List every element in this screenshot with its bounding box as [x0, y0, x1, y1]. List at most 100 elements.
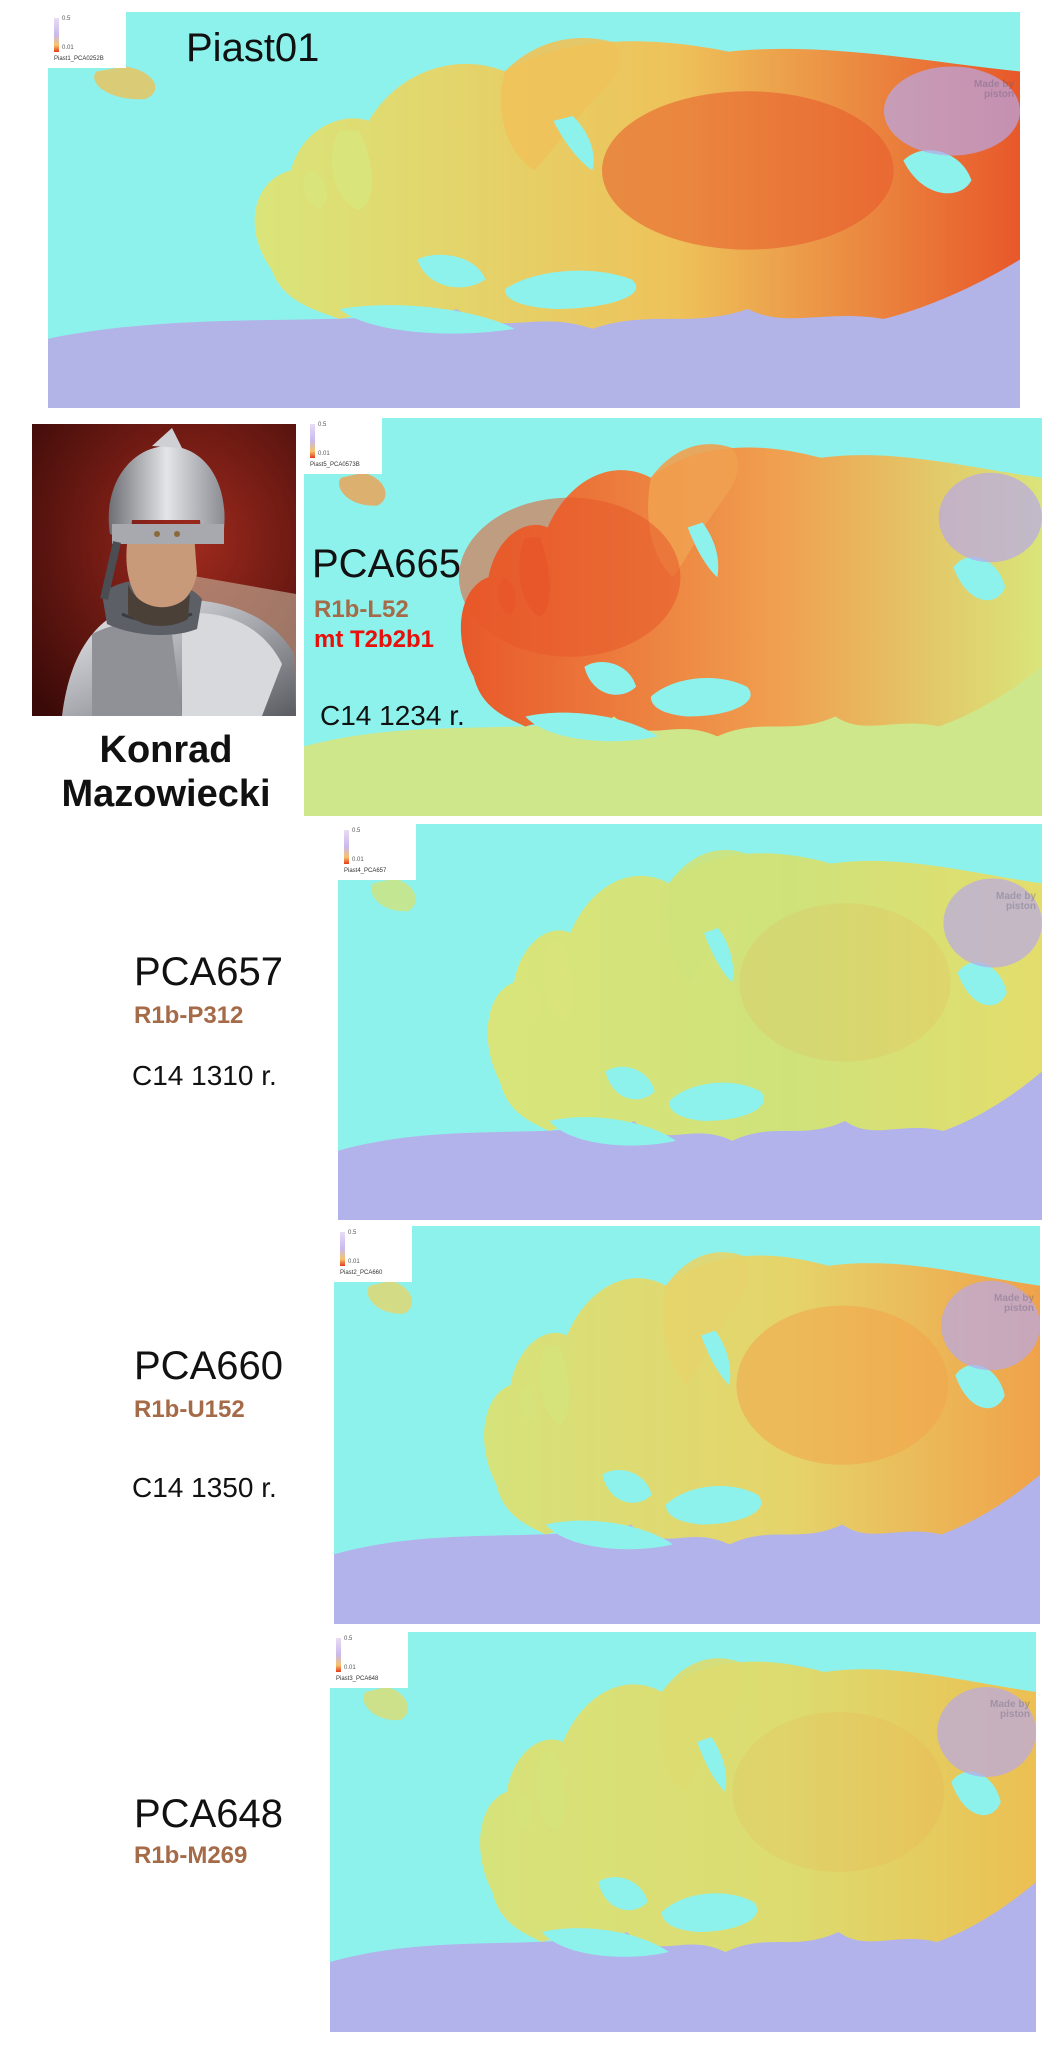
sea-caspian-area — [955, 1364, 1005, 1409]
legend-colorbar — [340, 1232, 345, 1266]
sea-baltic — [553, 115, 594, 171]
sea-caspian-area — [903, 150, 972, 194]
legend-max: 0.5 — [344, 1636, 353, 1642]
legend-max: 0.5 — [352, 828, 361, 834]
legend-min: 0.01 — [62, 45, 74, 51]
heat-hotspot — [732, 1712, 945, 1872]
label-pca660-c14: C14 1350 r. — [132, 1472, 277, 1503]
map-legend: 0.5 0.01 Piast4_PCA657 — [338, 824, 416, 880]
heat-cold-patch — [937, 1687, 1036, 1777]
region-scandinavia — [663, 1252, 750, 1386]
heat-cold-patch — [941, 1280, 1040, 1371]
legend-colorbar — [54, 18, 59, 52]
sea-black-sea — [668, 1082, 765, 1121]
map-surface — [48, 12, 1020, 408]
map-watermark: Made by piston — [990, 1699, 1031, 1720]
sea-baltic — [697, 1737, 727, 1792]
legend-min: 0.01 — [352, 857, 364, 863]
sea-adriatic — [417, 254, 486, 288]
legend-caption: Piast4_PCA657 — [344, 868, 387, 874]
map-surface — [338, 824, 1042, 1220]
label-pca660-y: R1b-U152 — [134, 1396, 245, 1423]
sea-adriatic — [598, 1877, 648, 1911]
map-pca657: 0.5 0.01 Piast4_PCA657 Made by piston — [338, 824, 1042, 1220]
region-british-isles — [536, 1752, 566, 1832]
sea-mediterranean — [545, 1520, 673, 1550]
sea-adriatic — [605, 1066, 655, 1100]
label-piast01: Piast01 — [186, 26, 320, 70]
map-watermark: Made by piston — [994, 1293, 1035, 1314]
sea-mediterranean — [549, 1117, 676, 1146]
legend-caption: Piast5_PCA0573B — [310, 462, 360, 468]
sea-caspian-area — [953, 556, 1006, 601]
legend-caption: Piast1_PCA0252B — [54, 56, 104, 62]
map-piast01: 0.5 0.01 Piast1_PCA0252B Made by piston — [48, 12, 1020, 408]
sea-black-sea — [504, 270, 637, 309]
sea-caspian-area — [951, 1771, 1001, 1816]
person-name: Konrad Mazowiecki — [16, 728, 316, 816]
map-pca648: 0.5 0.01 Piast3_PCA648 Made by piston — [330, 1632, 1036, 2032]
legend-caption: Piast3_PCA648 — [336, 1676, 379, 1682]
region-iceland — [371, 878, 416, 912]
region-ireland — [303, 170, 327, 209]
label-pca648-name: PCA648 — [134, 1792, 283, 1836]
label-pca665-mt: mt T2b2b1 — [314, 626, 435, 653]
sea-black-sea — [665, 1485, 762, 1525]
region-british-isles — [540, 1345, 570, 1425]
map-watermark: Made by piston — [974, 79, 1015, 100]
map-pca660: 0.5 0.01 Piast2_PCA660 Made by piston — [334, 1226, 1040, 1624]
portrait-konrad-mazowiecki — [32, 424, 296, 716]
region-ireland — [519, 1385, 537, 1424]
map-legend: 0.5 0.01 Piast1_PCA0252B — [48, 12, 126, 68]
legend-max: 0.5 — [318, 422, 327, 428]
region-british-isles — [543, 942, 573, 1022]
person-name-line1: Konrad — [99, 729, 233, 771]
region-iceland — [94, 66, 156, 100]
label-pca660-name: PCA660 — [134, 1344, 283, 1388]
label-pca665-name: PCA665 — [312, 542, 461, 586]
heat-hotspot — [602, 91, 894, 250]
map-surface — [330, 1632, 1036, 2032]
sea-caspian-area — [957, 962, 1007, 1006]
heat-cold-patch — [938, 472, 1042, 563]
sea-mediterranean — [339, 305, 515, 334]
legend-max: 0.5 — [348, 1230, 357, 1236]
legend-min: 0.01 — [344, 1665, 356, 1671]
person-name-line2: Mazowiecki — [61, 773, 271, 815]
region-ireland — [523, 982, 540, 1021]
heat-hotspot — [458, 497, 681, 657]
label-pca657-name: PCA657 — [134, 950, 283, 994]
legend-min: 0.01 — [318, 451, 330, 457]
sea-mediterranean — [525, 712, 659, 742]
label-pca665-y: R1b-L52 — [314, 596, 409, 623]
map-surface — [304, 418, 1042, 816]
region-iceland — [363, 1687, 408, 1721]
map-watermark: Made by piston — [996, 891, 1037, 912]
sea-baltic — [687, 522, 719, 578]
sea-adriatic — [602, 1469, 652, 1503]
region-iceland — [339, 472, 386, 506]
legend-max: 0.5 — [62, 16, 71, 22]
region-scandinavia — [501, 37, 620, 171]
map-legend: 0.5 0.01 Piast5_PCA0573B — [304, 418, 382, 474]
sea-baltic — [704, 927, 734, 983]
map-legend: 0.5 0.01 Piast2_PCA660 — [334, 1226, 412, 1282]
region-iceland — [367, 1280, 412, 1314]
legend-caption: Piast2_PCA660 — [340, 1270, 383, 1276]
label-pca657-c14: C14 1310 r. — [132, 1060, 277, 1091]
legend-colorbar — [344, 830, 349, 864]
sea-baltic — [701, 1330, 731, 1386]
region-scandinavia — [659, 1658, 746, 1792]
label-pca657-y: R1b-P312 — [134, 1002, 244, 1029]
heat-cold-patch — [943, 878, 1042, 968]
heat-cold-patch — [883, 66, 1020, 156]
heat-hotspot — [736, 1305, 949, 1465]
sea-adriatic — [584, 661, 637, 695]
legend-colorbar — [310, 424, 315, 458]
region-british-isles — [331, 130, 372, 210]
region-ireland — [515, 1792, 533, 1830]
label-pca665-c14: C14 1234 r. — [320, 700, 465, 731]
legend-colorbar — [336, 1638, 341, 1672]
label-pca648-y: R1b-M269 — [134, 1842, 248, 1869]
region-scandinavia — [648, 444, 739, 578]
